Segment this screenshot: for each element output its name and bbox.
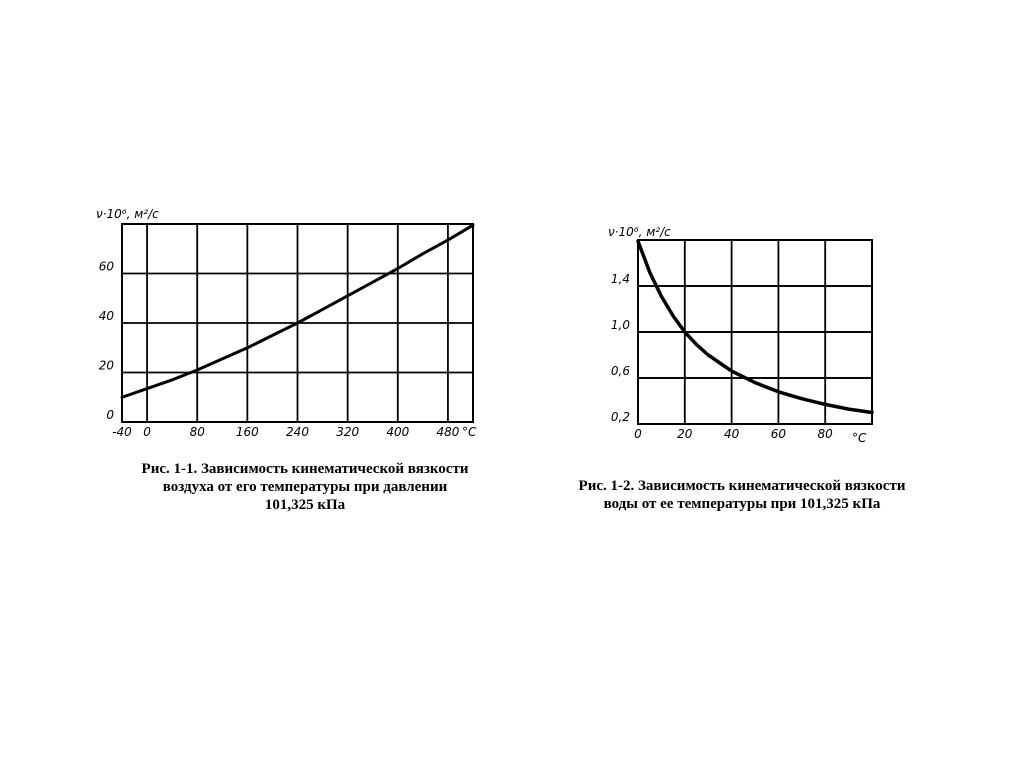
data-point	[695, 343, 698, 346]
caption-line: воздуха от его температуры при давлении	[162, 479, 448, 495]
data-point	[472, 224, 474, 227]
data-point	[660, 295, 663, 298]
caption-line: 101,325 кПа	[264, 497, 346, 513]
data-point	[730, 370, 733, 372]
data-point	[422, 252, 424, 255]
caption-line: Рис. 1-1. Зависимость кинематической вяз…	[141, 461, 469, 477]
water-viscosity-chart: 0 20 40 60 80 0,2 0,6 1,0 1,4 ν·10⁶, м²/с °С	[608, 225, 874, 445]
x-tick-label: 20	[677, 427, 693, 441]
data-point	[396, 267, 399, 270]
data-point	[672, 315, 674, 317]
data-point	[146, 387, 148, 390]
data-point	[321, 308, 324, 311]
data-point	[754, 381, 756, 384]
data-point	[371, 281, 374, 283]
y-tick-label: 20	[99, 359, 115, 373]
data-point	[871, 411, 873, 414]
data-point	[171, 379, 173, 381]
x-tick-label: 240	[286, 425, 309, 439]
x-tick-label: 80	[818, 427, 834, 441]
data-point	[824, 403, 826, 406]
x-axis-unit: °C	[462, 425, 477, 439]
y-tick-label: 1,0	[611, 318, 630, 332]
data-point	[246, 346, 249, 349]
data-point	[196, 369, 199, 371]
data-point	[271, 334, 274, 337]
x-tick-label: 60	[771, 427, 787, 441]
data-point	[847, 408, 850, 410]
y-tick-label: 0,6	[611, 364, 630, 378]
air-viscosity-chart: -40 0 80 160 240 320 400 480 0 20 40 60 ν·10⁶, м²/с °…	[96, 207, 477, 439]
data-point	[121, 396, 123, 399]
series-line	[636, 239, 874, 415]
y-tick-label: 40	[99, 309, 115, 323]
y-tick-label: 0,2	[611, 410, 630, 424]
caption-line: воды от ее температуры при 101,325 кПа	[603, 496, 881, 512]
x-tick-label: 160	[236, 425, 259, 439]
data-point	[648, 271, 651, 274]
x-axis-unit: °С	[852, 431, 867, 445]
x-tick-label: 0	[634, 427, 642, 441]
y-axis-label: ν·10⁶, м²/с	[608, 225, 671, 239]
data-point	[637, 240, 639, 242]
air-viscosity-caption: Рис. 1-1. Зависимость кинематической вяз…	[96, 460, 514, 514]
data-point	[801, 397, 803, 400]
data-point	[221, 358, 224, 360]
data-point	[447, 239, 449, 241]
data-point	[707, 354, 709, 356]
data-point	[777, 391, 780, 393]
y-tick-label: 0	[106, 408, 114, 422]
y-tick-label: 60	[99, 260, 115, 274]
data-point	[684, 331, 686, 333]
x-tick-label: 0	[143, 425, 151, 439]
y-tick-label: 1,4	[611, 272, 630, 286]
data-point	[346, 294, 349, 297]
x-tick-label: 40	[724, 427, 740, 441]
caption-line: Рис. 1-2. Зависимость кинематической вяз…	[578, 478, 906, 494]
water-viscosity-caption: Рис. 1-2. Зависимость кинематической вяз…	[533, 477, 951, 513]
x-tick-label: 480	[436, 425, 459, 439]
x-tick-label: 320	[336, 425, 359, 439]
x-tick-label: -40	[112, 425, 132, 439]
x-tick-label: 400	[386, 425, 409, 439]
x-tick-label: 80	[190, 425, 206, 439]
y-axis-label: ν·10⁶, м²/с	[96, 207, 159, 221]
data-point	[296, 322, 299, 324]
